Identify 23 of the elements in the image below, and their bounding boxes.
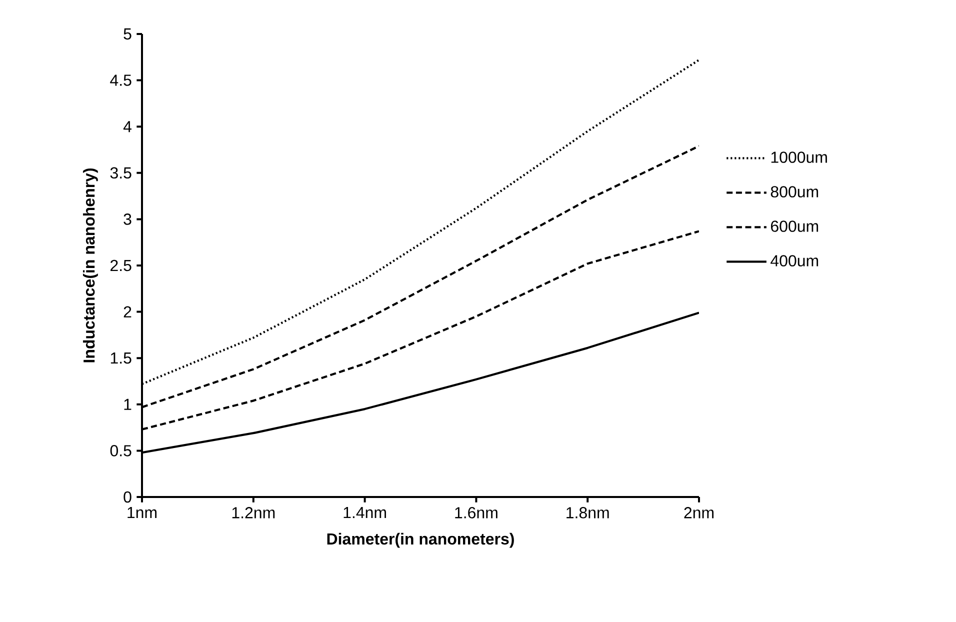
- x-tick-label: 1.6nm: [455, 507, 498, 518]
- y-tick-label: 1: [124, 398, 132, 410]
- x-tick-label: 1.4nm: [344, 507, 386, 518]
- y-axis-title: Inductance(in nanohenry): [82, 168, 98, 362]
- y-tick-label: 0.5: [110, 445, 132, 456]
- y-tick-label: 4: [123, 121, 132, 132]
- x-tick-label: 1.2nm: [232, 507, 275, 518]
- legend-label: 1000um: [771, 152, 827, 163]
- y-tick-label: 5: [124, 28, 132, 40]
- y-tick-label: 1.5: [110, 352, 132, 364]
- y-tick-label: 2: [124, 306, 132, 318]
- legend-label: 600um: [770, 220, 818, 232]
- x-tick-label: 1.8nm: [566, 507, 609, 518]
- y-tick-label: 2.5: [110, 260, 132, 272]
- x-tick-label: 2nm: [684, 507, 714, 518]
- x-tick-label: 1nm: [128, 507, 157, 518]
- legend-label: 800um: [770, 186, 818, 198]
- y-tick-label: 4.5: [110, 74, 132, 86]
- y-tick-label: 0: [124, 491, 132, 503]
- legend-label: 400um: [770, 255, 818, 266]
- y-tick-label: 3: [124, 214, 132, 225]
- y-tick-label: 3.5: [110, 167, 132, 179]
- x-axis-title: Diameter(in nanometers): [327, 532, 514, 548]
